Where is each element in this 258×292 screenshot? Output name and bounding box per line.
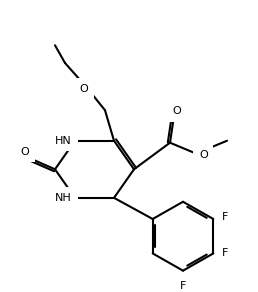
Text: O: O <box>80 84 88 93</box>
Text: O: O <box>199 150 208 159</box>
Text: HN: HN <box>55 136 72 146</box>
Text: F: F <box>222 248 229 258</box>
Text: NH: NH <box>55 193 72 203</box>
Text: F: F <box>222 212 229 222</box>
Text: O: O <box>21 147 29 157</box>
Text: O: O <box>173 106 181 116</box>
Text: F: F <box>180 281 186 291</box>
